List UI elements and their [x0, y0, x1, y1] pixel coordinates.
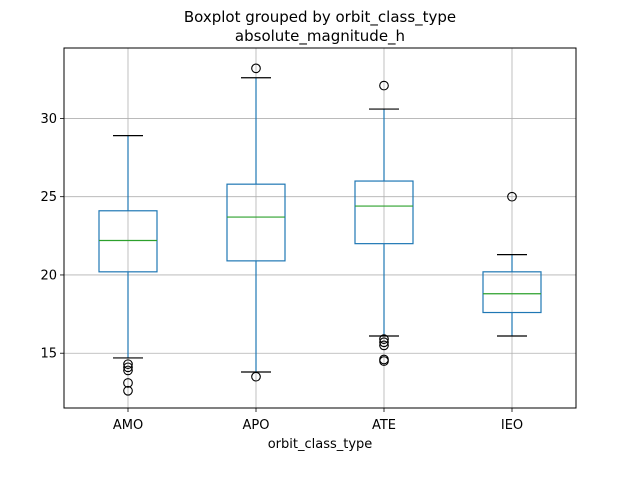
box-group-ieo	[482, 191, 542, 337]
box-group-ate	[354, 80, 414, 366]
box-iqr	[98, 210, 158, 273]
outlier-point	[123, 365, 133, 376]
outlier-point	[123, 385, 133, 396]
x-tick-label: APO	[243, 418, 270, 433]
plot-frame	[63, 47, 577, 409]
outlier-point	[379, 337, 389, 348]
outlier-point	[379, 340, 389, 351]
chart-subtitle: absolute_magnitude_h	[235, 27, 405, 46]
outlier-point	[379, 356, 389, 366]
outlier-point	[123, 359, 133, 370]
box-iqr	[226, 183, 286, 262]
outlier-point	[379, 334, 389, 344]
y-tick-label: 20	[40, 268, 57, 283]
box-group-apo	[226, 63, 286, 382]
outlier-point	[379, 80, 389, 91]
box-iqr	[354, 180, 414, 245]
x-tick-label: ATE	[372, 418, 396, 433]
box-layer	[98, 63, 542, 396]
y-tick-label: 15	[40, 347, 57, 362]
grid-layer	[64, 48, 576, 408]
chart-title: Boxplot grouped by orbit_class_type	[184, 8, 456, 27]
y-tick-label: 25	[40, 190, 57, 205]
outlier-point	[123, 378, 133, 388]
x-axis-label: orbit_class_type	[268, 437, 373, 452]
outlier-point	[251, 63, 261, 74]
outlier-point	[123, 362, 133, 373]
tick-layer: 15 20 25 30 AMO APO ATE IEO	[40, 112, 523, 433]
x-tick-label: IEO	[501, 418, 523, 433]
box-group-amo	[98, 135, 158, 396]
outlier-point	[507, 191, 517, 202]
x-tick-label: AMO	[113, 418, 143, 433]
y-tick-label: 30	[40, 112, 57, 127]
outlier-point	[251, 371, 261, 382]
box-iqr	[482, 271, 542, 314]
